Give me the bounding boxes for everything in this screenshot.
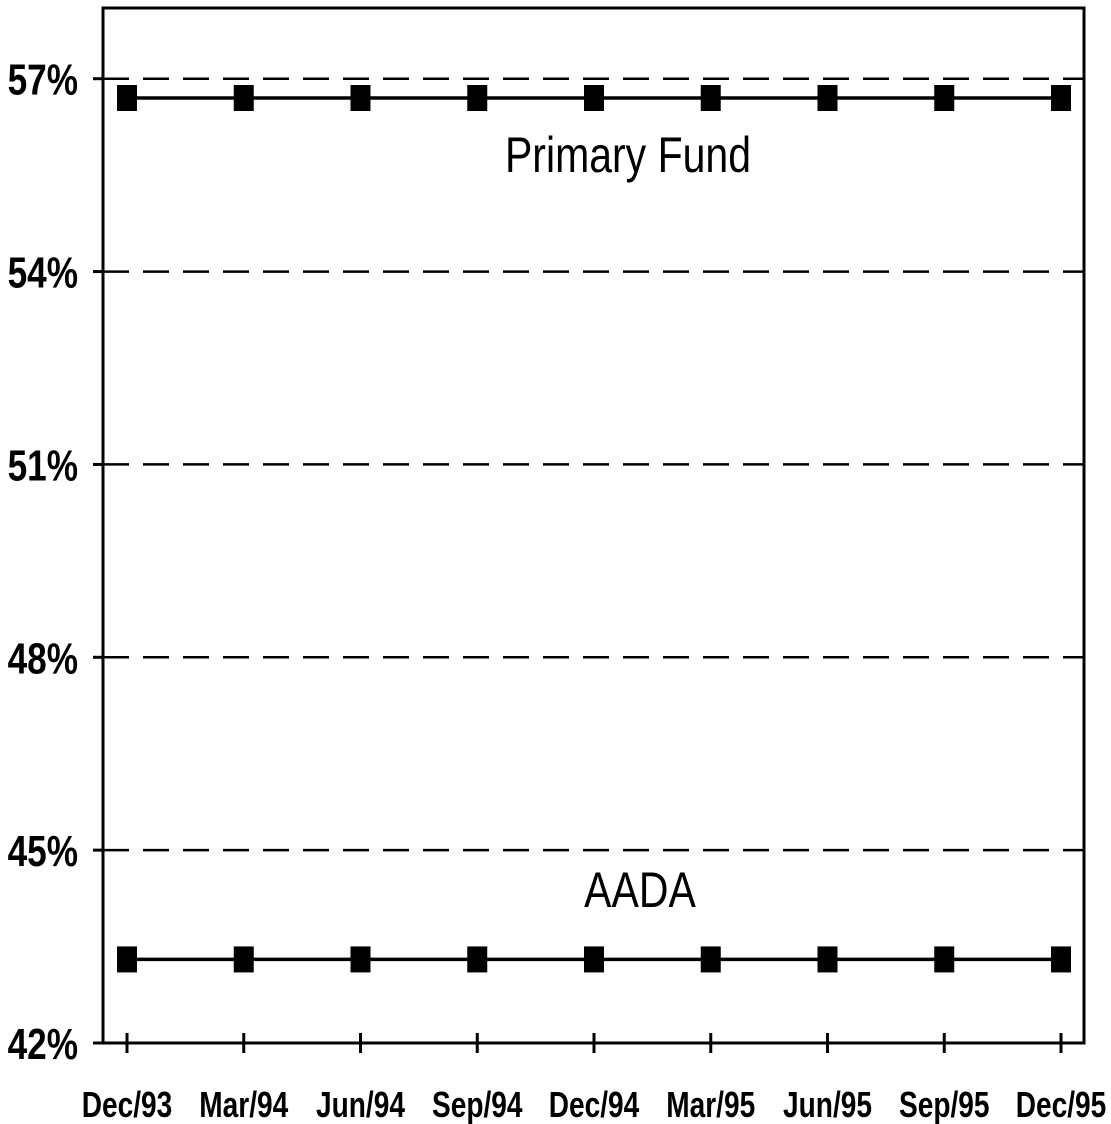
x-tick-label: Sep/95 [899, 1085, 990, 1124]
x-tick-label: Mar/94 [199, 1085, 288, 1124]
x-tick-label: Dec/94 [549, 1085, 640, 1124]
series-label-primary-fund: Primary Fund [505, 127, 751, 183]
data-point-primary-fund [233, 85, 254, 111]
data-point-primary-fund [1051, 85, 1071, 111]
x-tick-label: Dec/95 [1016, 1085, 1107, 1124]
data-point-aada [584, 946, 604, 973]
y-tick-label: 57% [8, 56, 78, 105]
data-point-aada [700, 946, 721, 973]
y-tick-label: 51% [8, 442, 78, 491]
data-point-primary-fund [117, 85, 137, 111]
y-tick-label: 54% [8, 249, 78, 298]
y-tick-label: 45% [8, 827, 78, 876]
tick-labels: 42% 45% 48% 51% 54% 57% Dec/93 Mar/94 Jun/94 Sep/… [8, 56, 1107, 1124]
data-point-aada [1051, 946, 1071, 973]
axis-ticks [93, 77, 1063, 1053]
data-point-aada [467, 946, 488, 973]
x-tick-label: Mar/95 [666, 1085, 755, 1124]
data-point-primary-fund [467, 85, 488, 111]
data-point-aada [934, 946, 955, 973]
data-point-aada [817, 946, 838, 973]
y-tick-label: 42% [8, 1020, 78, 1069]
series-label-aada: AADA [584, 862, 696, 918]
data-point-aada [350, 946, 371, 973]
data-point-aada [117, 946, 137, 973]
data-point-primary-fund [584, 85, 604, 111]
x-tick-label: Jun/95 [783, 1085, 872, 1124]
y-tick-label: 48% [8, 635, 78, 684]
x-tick-label: Sep/94 [432, 1085, 523, 1124]
x-tick-label: Jun/94 [316, 1085, 405, 1124]
data-point-aada [233, 946, 254, 973]
gridlines [103, 77, 1084, 852]
data-point-primary-fund [700, 85, 721, 111]
data-point-primary-fund [350, 85, 371, 111]
data-series [117, 85, 1071, 973]
x-tick-label: Dec/93 [82, 1085, 172, 1124]
data-point-primary-fund [934, 85, 955, 111]
data-point-primary-fund [817, 85, 838, 111]
